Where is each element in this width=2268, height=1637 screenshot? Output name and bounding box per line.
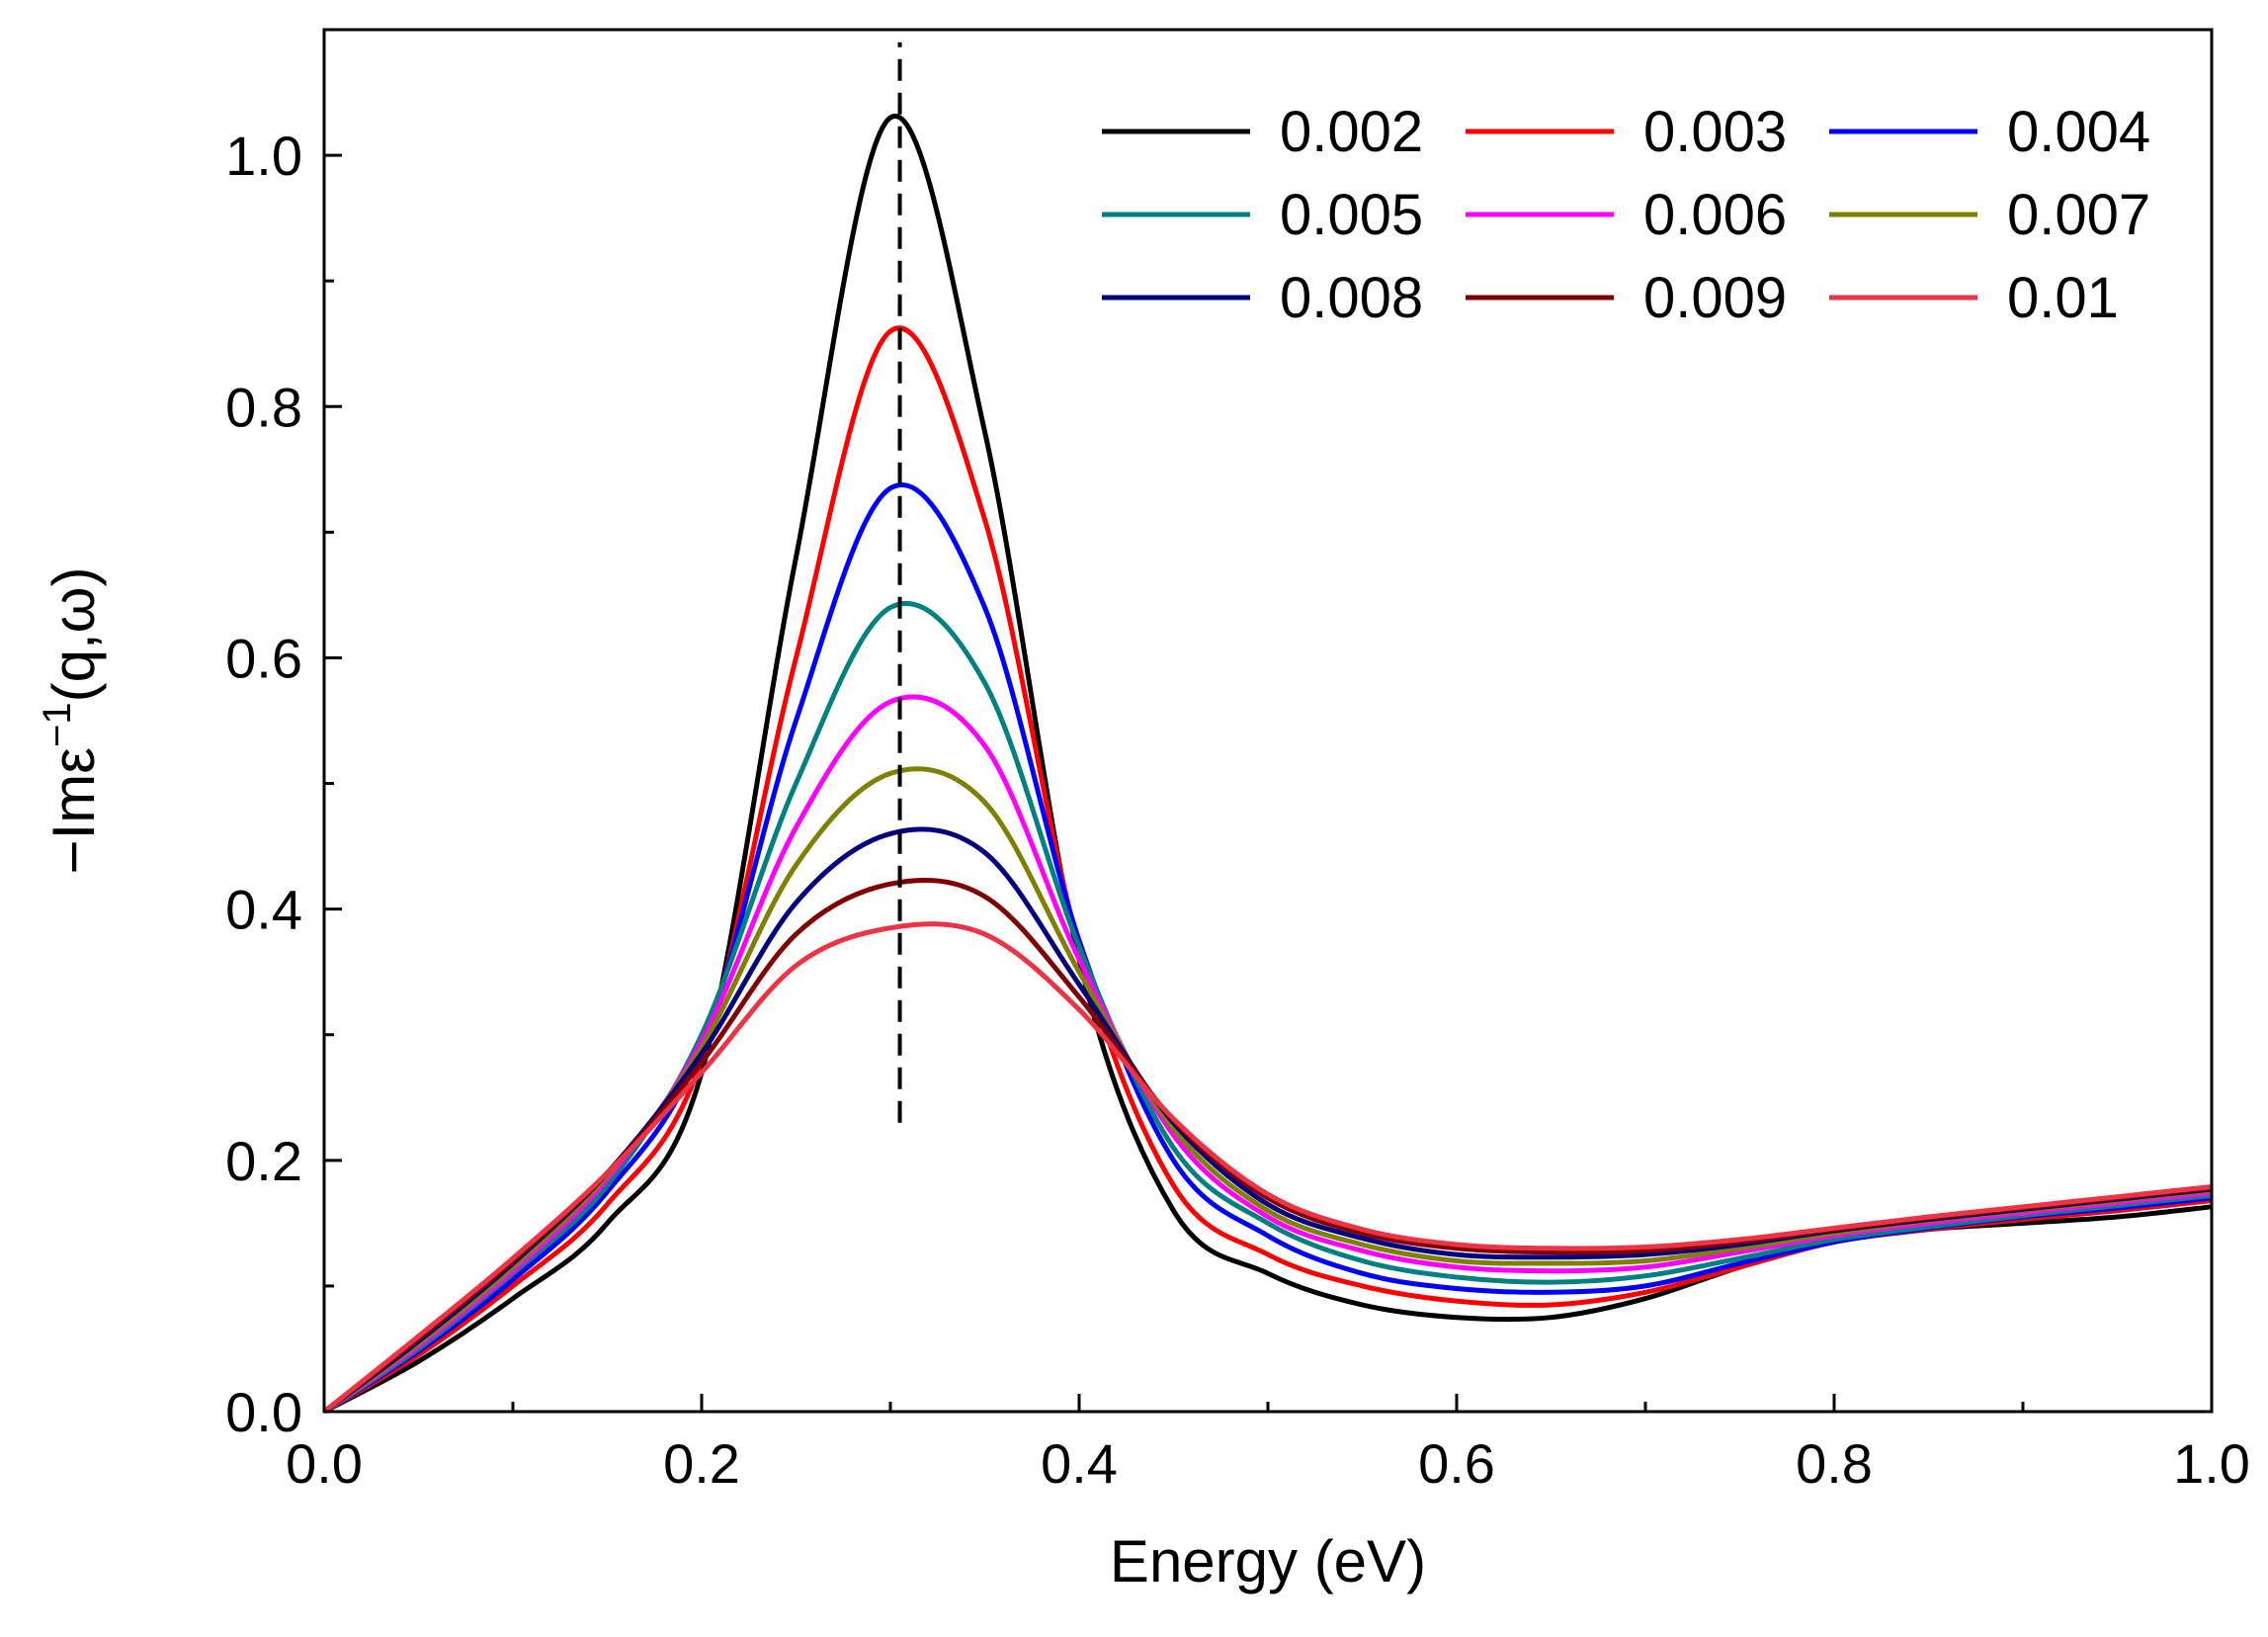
series-line-0.008 — [322, 826, 2213, 1415]
legend: 0.002 0.003 0.004 0.005 0.006 0.007 0.008 0.009… — [1102, 100, 2150, 330]
y-tick-label: 1.0 — [225, 125, 302, 187]
y-axis-label-main: −Imε — [41, 747, 107, 874]
y-tick-label: 0.2 — [225, 1130, 302, 1192]
axis-ticks: 0.0 0.2 0.4 0.6 0.8 1.0 0.0 0.2 0.4 0.6 0.8 1.0 — [225, 125, 2250, 1495]
y-axis-label-suffix: (q,ω) — [41, 567, 107, 703]
legend-entry-label: 0.009 — [1643, 266, 1787, 330]
legend-entry-label: 0.003 — [1643, 100, 1787, 164]
x-tick-label: 0.2 — [663, 1432, 740, 1495]
legend-entry-label: 0.01 — [2007, 266, 2119, 330]
x-tick-label: 0.4 — [1041, 1432, 1118, 1495]
x-tick-label: 0.6 — [1418, 1432, 1495, 1495]
legend-entry-label: 0.004 — [2007, 100, 2150, 164]
y-axis-label-superscript: −1 — [36, 702, 79, 747]
y-tick-label: 0.4 — [225, 879, 302, 941]
series-line-0.01 — [322, 921, 2213, 1414]
legend-entry-label: 0.005 — [1280, 183, 1423, 247]
legend-entry-label: 0.006 — [1643, 183, 1787, 247]
series-line-0.003 — [322, 325, 2213, 1415]
series-lines — [322, 114, 2213, 1415]
series-line-0.005 — [322, 600, 2213, 1415]
x-tick-label: 0.0 — [286, 1432, 363, 1495]
x-tick-label: 1.0 — [2173, 1432, 2250, 1495]
y-tick-label: 0.6 — [225, 627, 302, 689]
x-tick-label: 0.8 — [1796, 1432, 1873, 1495]
series-line-0.006 — [322, 694, 2213, 1415]
y-tick-label: 0.8 — [225, 376, 302, 438]
legend-entry-label: 0.002 — [1280, 100, 1423, 164]
legend-entry-label: 0.008 — [1280, 266, 1423, 330]
y-axis-label: −Imε−1(q,ω) — [36, 567, 107, 875]
x-axis-label: Energy (eV) — [1110, 1528, 1426, 1594]
legend-entry-label: 0.007 — [2007, 183, 2150, 247]
series-line-0.009 — [322, 877, 2213, 1414]
series-line-0.007 — [322, 766, 2213, 1415]
y-tick-label: 0.0 — [225, 1381, 302, 1443]
